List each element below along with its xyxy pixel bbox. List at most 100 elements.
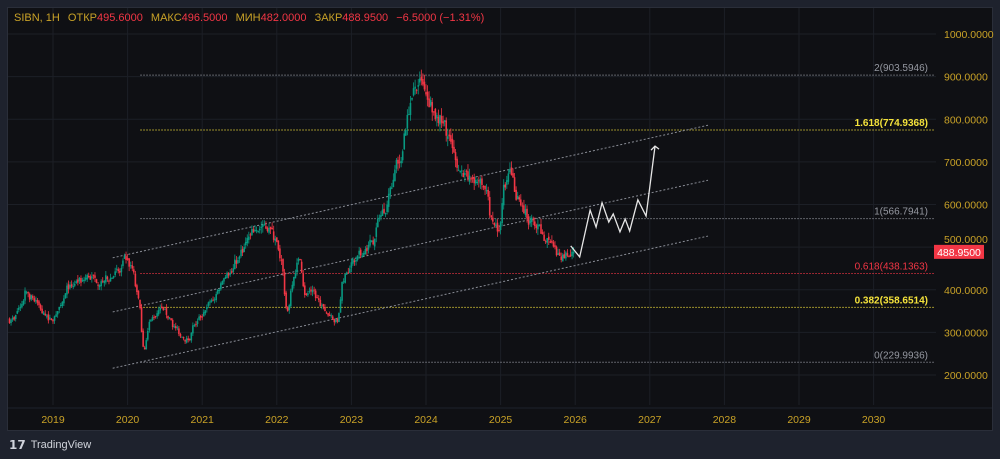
candle-body <box>187 338 190 341</box>
candle-body <box>353 260 356 263</box>
candle-body <box>349 268 351 273</box>
candle-body <box>255 230 258 232</box>
candle-body <box>260 226 263 229</box>
candle-body <box>400 160 402 164</box>
candle-body <box>39 304 42 310</box>
change-value: −6.5000 (−1.31%) <box>396 12 485 24</box>
candle-body <box>325 312 328 314</box>
candle-body <box>378 217 381 219</box>
candle-body <box>302 273 305 287</box>
symbol-label[interactable]: SIBN, 1H <box>14 12 60 24</box>
candle-body <box>73 283 76 286</box>
candle-body <box>117 269 120 272</box>
candle-body <box>336 318 339 322</box>
candle-body <box>342 281 345 283</box>
projection-line <box>570 146 656 259</box>
candle-body <box>257 230 259 232</box>
candle-body <box>36 299 39 303</box>
candle-body <box>154 316 157 318</box>
candle-body <box>481 178 483 185</box>
candle-body <box>408 114 410 116</box>
candle-body <box>478 180 480 182</box>
candle-body <box>162 307 165 311</box>
candle-body <box>42 312 45 315</box>
candle-body <box>235 260 238 264</box>
candle-body <box>243 247 245 253</box>
tradingview-logo-icon: 𝟭𝟳 <box>9 438 26 452</box>
candle-body <box>21 304 23 308</box>
candle-body <box>459 170 461 173</box>
candle-body <box>80 277 82 283</box>
candle-body <box>142 330 144 347</box>
candle-body <box>446 136 449 139</box>
candle-body <box>468 175 471 182</box>
candle-body <box>190 332 193 341</box>
candle-body <box>207 302 210 306</box>
candle-body <box>296 262 298 273</box>
candle-body <box>206 306 208 310</box>
candle-body <box>516 195 519 200</box>
candle-body <box>272 231 275 240</box>
candle-body <box>164 308 166 310</box>
candle-body <box>319 299 322 307</box>
candle-body <box>262 224 264 227</box>
projection-path <box>570 145 660 259</box>
price-tick-label: 800.0000 <box>944 114 988 126</box>
open-value: 495.6000 <box>96 12 143 24</box>
fib-level-label: 2(903.5946) <box>874 63 928 74</box>
candle-body <box>31 295 34 299</box>
price-tick-label: 300.0000 <box>944 327 988 339</box>
fib-extension: 2(903.5946) 1.618(774.9368) 1(566.7941) 0.6… <box>140 63 935 363</box>
candle-body <box>527 216 530 225</box>
candle-body <box>92 274 95 276</box>
candle-body <box>465 170 468 172</box>
candle-body <box>53 316 56 321</box>
candle-body <box>535 225 538 228</box>
candle-body <box>35 300 37 302</box>
candle-body <box>230 271 233 273</box>
candle-body <box>523 205 525 214</box>
candle-body <box>185 338 188 343</box>
candle-body <box>238 256 241 259</box>
candle-body <box>321 305 323 307</box>
candle-body <box>269 226 272 230</box>
candle-body <box>173 326 176 328</box>
candle-body <box>87 275 90 277</box>
candle-body <box>55 314 57 317</box>
candle-body <box>381 209 384 216</box>
candle-body <box>442 121 444 124</box>
candle-body <box>89 276 92 280</box>
candle-body <box>518 197 521 200</box>
candle-body <box>209 301 211 303</box>
candle-body <box>418 78 421 83</box>
candle-body <box>188 338 191 340</box>
time-tick-label: 2020 <box>116 414 140 426</box>
candle-body <box>426 91 429 100</box>
high-label: МАКС <box>150 12 182 24</box>
candle-body <box>237 259 239 263</box>
candle-body <box>324 306 326 312</box>
candle-body <box>137 290 140 299</box>
candle-body <box>14 314 17 320</box>
candle-body <box>151 317 154 321</box>
candle-body <box>70 284 73 287</box>
candle-body <box>299 258 301 260</box>
candle-body <box>274 238 277 241</box>
candle-body <box>313 289 315 291</box>
candle-body <box>140 307 143 332</box>
candle-body <box>554 245 556 248</box>
candle-body <box>226 272 228 278</box>
candle-body <box>251 228 253 235</box>
tradingview-logo[interactable]: 𝟭𝟳 TradingView <box>9 438 91 452</box>
candle-body <box>524 209 527 216</box>
candle-body <box>484 186 486 190</box>
candle-body <box>220 283 222 290</box>
candle-body <box>566 253 569 256</box>
candle-body <box>490 215 493 218</box>
candle-body <box>482 185 485 188</box>
candle-body <box>120 267 123 273</box>
candle-body <box>540 224 542 234</box>
candle-body <box>165 307 168 315</box>
candle-body <box>520 199 522 206</box>
